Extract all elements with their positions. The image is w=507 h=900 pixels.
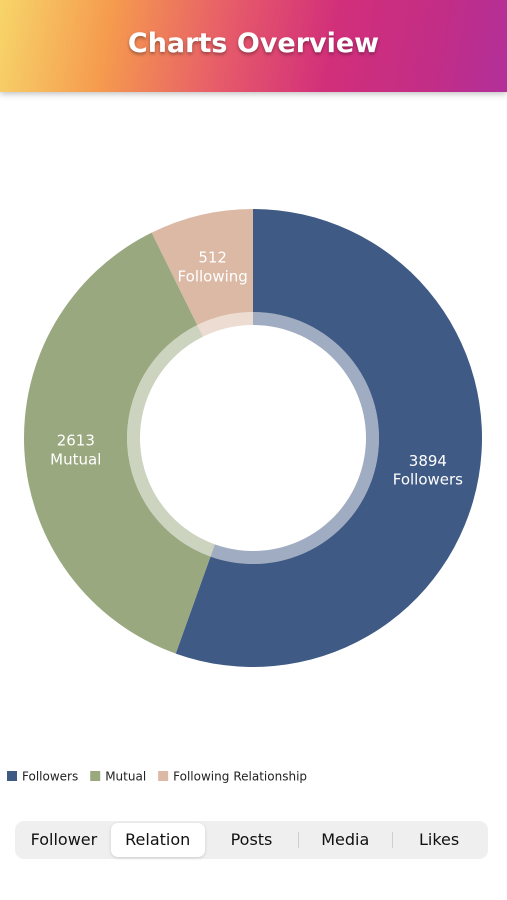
legend-label: Mutual — [105, 770, 146, 784]
donut-slice — [175, 209, 482, 667]
slice-value: 512 — [198, 248, 227, 266]
donut-inner-ring — [127, 325, 215, 557]
slice-value: 2613 — [57, 431, 95, 449]
legend-swatch — [158, 771, 169, 781]
slice-label: 3894 Followers — [393, 451, 463, 488]
slice-name: Mutual — [50, 450, 101, 468]
slice-name: Following — [178, 267, 248, 285]
legend-swatch — [7, 771, 17, 781]
donut-slice — [23, 232, 211, 654]
slice-name: Followers — [393, 470, 463, 488]
slice-value: 3894 — [409, 451, 447, 469]
legend-label: Following — [173, 770, 229, 784]
tab[interactable]: Follower — [30, 830, 98, 849]
header-title: Charts Overview — [127, 28, 380, 59]
legend-title: Relationship — [233, 770, 307, 784]
tab[interactable]: Posts — [230, 830, 273, 849]
slice-label: 512 Following — [178, 248, 248, 285]
tab[interactable]: Relation — [110, 823, 205, 857]
donut-slice — [151, 209, 253, 326]
tab-bar: Follower Relation Posts Media Likes — [15, 821, 488, 859]
slice-label: 2613 Mutual — [50, 431, 101, 468]
donut-inner-ring — [197, 312, 253, 337]
tab[interactable]: Likes — [392, 823, 486, 857]
legend-swatch — [90, 771, 101, 781]
legend-label: Followers — [22, 770, 78, 784]
tab[interactable]: Media — [298, 823, 392, 857]
header: Charts Overview — [0, 0, 507, 92]
